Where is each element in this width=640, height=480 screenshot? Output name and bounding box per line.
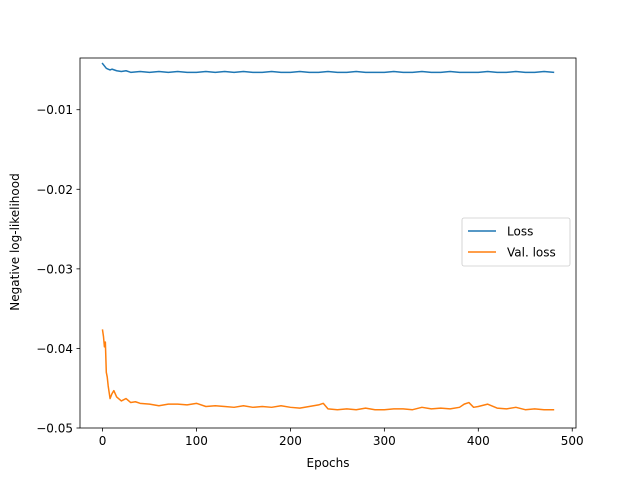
legend-label: Loss bbox=[507, 225, 533, 239]
plot-frame bbox=[79, 57, 577, 429]
x-tick-label: 400 bbox=[467, 434, 490, 448]
y-tick-label: −0.03 bbox=[36, 262, 73, 276]
x-tick-label: 500 bbox=[561, 434, 584, 448]
y-tick-label: −0.04 bbox=[36, 342, 73, 356]
y-tick-label: −0.05 bbox=[36, 422, 73, 436]
legend-label: Val. loss bbox=[507, 246, 556, 260]
y-axis-label: Negative log-likelihood bbox=[8, 173, 22, 310]
y-tick-label: −0.01 bbox=[36, 103, 73, 117]
x-tick-label: 0 bbox=[99, 434, 107, 448]
x-tick-label: 100 bbox=[185, 434, 208, 448]
series-line-val-loss bbox=[101, 329, 555, 411]
y-tick-label: −0.02 bbox=[36, 183, 73, 197]
legend-box bbox=[461, 217, 571, 267]
legend: Loss Val. loss bbox=[461, 217, 571, 267]
x-tick-label: 300 bbox=[373, 434, 396, 448]
x-axis-label: Epochs bbox=[307, 456, 350, 470]
y-axis-ticks: −0.01 −0.02 −0.03 −0.04 −0.05 bbox=[36, 103, 80, 436]
x-axis-ticks: 0 100 200 300 400 500 bbox=[99, 428, 584, 448]
x-tick-label: 200 bbox=[279, 434, 302, 448]
series-line-loss bbox=[101, 62, 555, 74]
